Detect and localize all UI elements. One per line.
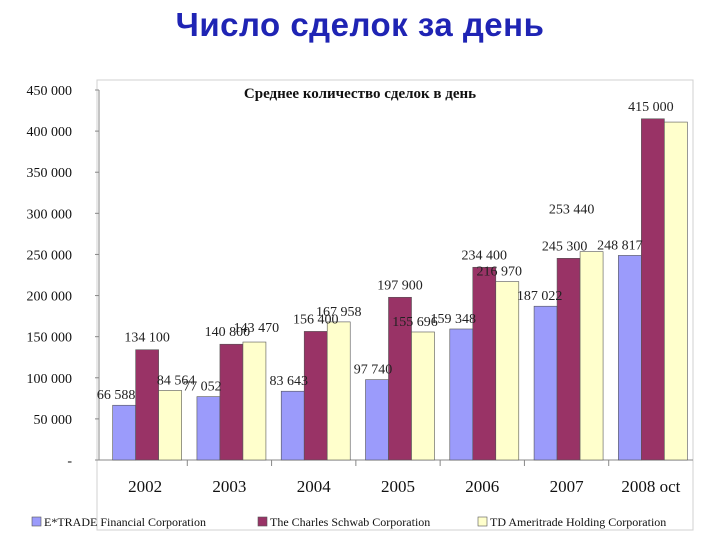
bar <box>449 328 474 461</box>
bar <box>326 321 351 461</box>
x-category-label: 2003 <box>212 477 246 496</box>
data-label: 197 900 <box>377 278 423 293</box>
data-label: 234 400 <box>462 248 508 263</box>
y-tick-label: 150 000 <box>27 331 73 346</box>
slide-title: Число сделок за день <box>175 6 545 43</box>
bar <box>533 305 558 461</box>
chart-title: Среднее количество сделок в день <box>244 86 476 102</box>
data-label: 245 300 <box>542 239 588 254</box>
y-tick-label: 200 000 <box>27 290 73 305</box>
bar <box>242 341 267 461</box>
legend-item: TD Ameritrade Holding Corporation <box>477 515 666 529</box>
bar <box>158 390 182 461</box>
legend-item: The Charles Schwab Corporation <box>257 515 430 529</box>
data-label: 143 470 <box>234 321 280 336</box>
bar <box>303 331 328 461</box>
data-label: 248 817 <box>597 238 643 253</box>
x-category-label: 2002 <box>128 477 162 496</box>
bar <box>196 396 221 461</box>
bar <box>579 251 604 461</box>
data-label: 156 400 <box>293 312 339 327</box>
bar <box>365 379 389 461</box>
bar-chart: - 50 000 100 000 150 000 200 000 250 000 300 0… <box>27 79 694 531</box>
bar <box>219 343 244 461</box>
bar <box>641 118 665 461</box>
bars-layer <box>112 118 688 461</box>
bar <box>280 390 305 461</box>
data-label: 83 643 <box>269 374 308 389</box>
bar <box>472 266 497 461</box>
y-tick-label: - <box>67 454 72 469</box>
data-label: 140 800 <box>205 325 251 340</box>
y-tick-label: 250 000 <box>27 248 73 263</box>
data-label: 84 564 <box>157 373 196 388</box>
data-label: 253 440 <box>549 203 595 218</box>
y-tick-label: 450 000 <box>27 84 73 99</box>
data-label: 97 740 <box>354 363 393 378</box>
y-tick-label: 100 000 <box>27 372 73 387</box>
legend-swatch <box>31 516 42 527</box>
x-category-label: 2006 <box>465 477 499 496</box>
chart-container: - 50 000 100 000 150 000 200 000 250 000 300 0… <box>0 70 720 540</box>
x-category-label: 2004 <box>297 477 332 496</box>
legend-swatch <box>257 516 268 527</box>
data-label: 187 022 <box>517 289 563 304</box>
data-label: 167 958 <box>316 305 362 320</box>
legend: E*TRADE Financial Corporation The Charles… <box>31 515 666 529</box>
legend-label: E*TRADE Financial Corporation <box>44 515 206 529</box>
data-label: 134 100 <box>124 331 170 346</box>
y-tick-label: 400 000 <box>27 125 73 140</box>
legend-label: TD Ameritrade Holding Corporation <box>490 515 666 529</box>
y-tick-label: 350 000 <box>27 166 73 181</box>
axis-layer: - 50 000 100 000 150 000 200 000 250 000 300 0… <box>27 84 693 496</box>
data-label: 159 348 <box>431 312 477 327</box>
y-tick-label: 300 000 <box>27 207 73 222</box>
x-category-label: 2005 <box>381 477 415 496</box>
data-label: 415 000 <box>628 100 674 115</box>
legend-item: E*TRADE Financial Corporation <box>31 515 206 529</box>
bar <box>618 255 642 461</box>
data-label: 77 052 <box>183 380 222 395</box>
bar <box>112 404 136 461</box>
x-category-label: 2008 oct <box>621 477 680 496</box>
bar <box>664 121 688 461</box>
data-label: 216 970 <box>477 265 523 280</box>
legend-label: The Charles Schwab Corporation <box>270 515 430 529</box>
bar <box>135 349 159 461</box>
data-label: 66 588 <box>97 388 136 403</box>
bar <box>495 281 520 461</box>
bar <box>411 331 435 461</box>
x-category-label: 2007 <box>550 477 585 496</box>
data-label: 155 696 <box>392 315 438 330</box>
y-tick-label: 50 000 <box>34 413 73 428</box>
legend-swatch <box>477 516 488 527</box>
